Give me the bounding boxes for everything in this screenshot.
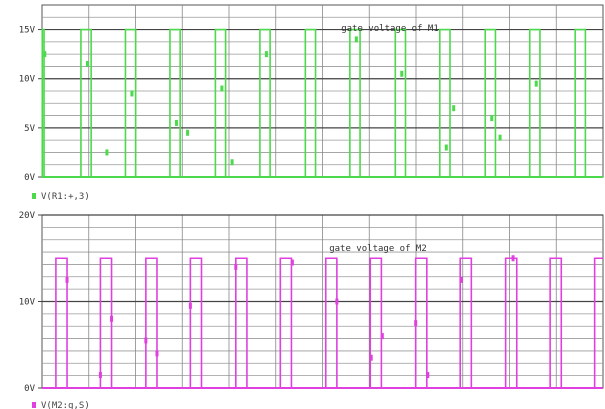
data-marker [369,354,373,361]
pulse [349,28,361,177]
pulse [459,257,473,388]
data-marker [234,263,238,270]
data-marker [130,90,134,97]
data-marker [110,315,114,322]
y-tick-label: 10V [19,298,36,308]
data-marker [98,372,102,379]
pulse [279,257,293,388]
legend-swatch [32,402,36,408]
data-marker [444,144,448,151]
pulse [235,257,248,388]
y-tick-label: 15V [19,26,36,36]
data-marker [43,51,47,58]
pulse [593,257,603,388]
y-tick-label: 20V [19,211,36,221]
plot-gate-voltage-m2: 0V 10V 20V gate voltage of M2 V(M2:g,S) [19,211,604,409]
pulse [124,28,137,177]
data-marker [459,276,463,283]
pulse [549,257,563,388]
pulse [504,257,518,388]
pulse [369,257,383,388]
pulse [41,28,45,177]
data-marker [452,105,456,112]
data-marker [186,129,190,136]
y-tick-label: 5V [24,124,35,134]
pulse [99,257,113,388]
plot-gate-voltage-m1: 0V 5V 10V 15V gate voltage of M1 V(R1:+,3) [19,4,604,202]
data-marker [335,298,339,305]
pulse [189,257,203,388]
pulse [439,28,451,177]
data-marker [65,276,69,283]
y-tick-label: 0V [24,384,35,394]
data-marker [155,350,159,357]
data-marker [220,85,224,92]
data-marker [188,302,192,309]
pulse [324,257,338,388]
pulse [80,28,92,177]
data-marker [498,134,502,141]
pulse [214,28,227,177]
data-marker [144,337,148,344]
data-marker [426,372,430,379]
data-marker [380,333,384,340]
pulse [484,28,497,177]
pulse [528,28,541,177]
data-marker [490,115,494,122]
pulse [304,28,317,177]
data-marker [290,259,294,266]
legend-label: V(M2:g,S) [41,401,90,409]
pulse [574,28,587,177]
y-tick-label: 10V [19,75,36,85]
pulse [259,28,271,177]
data-marker [511,255,515,262]
data-marker [264,51,268,58]
trace-annotation: gate voltage of M2 [329,244,427,254]
pulse [169,28,181,177]
pulse [394,28,407,177]
data-marker [105,149,109,156]
y-tick-label: 0V [24,173,35,183]
data-marker [230,159,234,166]
data-marker [534,80,538,87]
pulse [55,257,68,388]
trace-annotation: gate voltage of M1 [341,24,439,34]
pulse [145,257,158,388]
legend-swatch [32,193,36,199]
data-marker [400,70,404,77]
data-marker [354,36,358,43]
data-marker [414,320,418,327]
data-marker [174,119,178,126]
data-marker [85,60,89,67]
legend-label: V(R1:+,3) [41,192,90,202]
